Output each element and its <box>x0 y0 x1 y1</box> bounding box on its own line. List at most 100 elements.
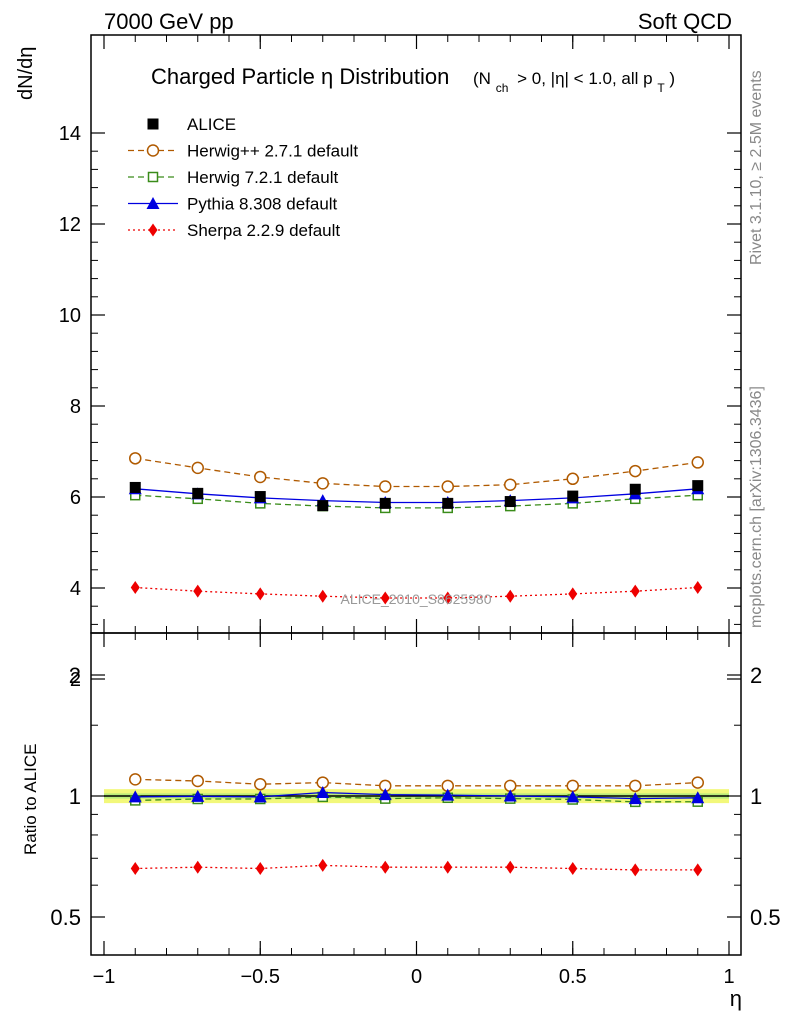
ratio-point-sherpa-2-2-9-default <box>130 862 140 876</box>
ratio-y-axis-label: Ratio to ALICE <box>21 743 40 855</box>
ratio-point-pythia-8-308-default <box>378 788 392 801</box>
point-alice <box>567 490 579 502</box>
point-herwig-2-7-1-default <box>691 456 704 469</box>
ratio-point-pythia-8-308-default <box>191 789 205 802</box>
header-right: Soft QCD <box>638 9 732 34</box>
point-alice <box>629 483 641 495</box>
legend-label-sherpa-2-2-9-default: Sherpa 2.2.9 default <box>187 221 340 240</box>
point-sherpa-2-2-9-default <box>380 591 390 605</box>
ratio-line-pythia-8-308-default <box>135 791 698 800</box>
title-sub-T: T <box>657 81 665 95</box>
y-tick-label: 6 <box>70 487 81 509</box>
mcplots-label: mcplots.cern.ch [arXiv:1306.3436] <box>748 386 765 628</box>
point-alice <box>692 480 704 492</box>
title-sub-ch: ch <box>496 81 509 95</box>
x-tick-label: −1 <box>93 966 116 988</box>
point-sherpa-2-2-9-default <box>630 584 640 598</box>
y-tick-label: 2 <box>70 669 81 691</box>
ratio-point-pythia-8-308-default <box>503 789 517 802</box>
ratio-point-sherpa-2-2-9-default <box>630 863 640 877</box>
y-tick-label: 4 <box>70 578 81 600</box>
series-line-sherpa-2-2-9-default <box>135 586 698 599</box>
x-axis-label: η <box>730 986 742 1011</box>
point-alice <box>504 496 516 508</box>
legend-label-herwig-7-2-1-default: Herwig 7.2.1 default <box>187 168 338 187</box>
y-tick-label: 14 <box>59 123 81 145</box>
ratio-point-sherpa-2-2-9-default <box>505 860 515 874</box>
point-alice <box>442 497 454 509</box>
point-herwig-2-7-1-default <box>504 478 517 491</box>
ratio-point-pythia-8-308-default <box>316 786 330 799</box>
ratio-point-sherpa-2-2-9-default <box>380 860 390 874</box>
point-alice <box>379 497 391 509</box>
point-alice <box>129 481 141 493</box>
point-alice <box>317 500 329 512</box>
title-sub-open: (N <box>473 69 491 88</box>
point-sherpa-2-2-9-default <box>318 589 328 603</box>
ratio-point-herwig-2-7-1-default <box>129 773 142 786</box>
legend-marker-herwig-2-7-1-default <box>146 144 160 157</box>
series-layer <box>128 452 705 605</box>
point-sherpa-2-2-9-default <box>130 581 140 595</box>
header-left: 7000 GeV pp <box>104 9 234 34</box>
point-sherpa-2-2-9-default <box>443 591 453 605</box>
ratio-series-layer <box>104 773 729 877</box>
ratio-tick-label-left: 0.5 <box>50 905 81 930</box>
ratio-point-herwig-2-7-1-default <box>629 779 642 793</box>
analysis-watermark: ALICE_2010_S8625980 <box>340 591 491 607</box>
point-alice <box>254 491 266 503</box>
y-tick-label: 12 <box>59 214 81 236</box>
ratio-point-herwig-2-7-1-default <box>566 779 579 793</box>
ratio-point-pythia-8-308-default <box>128 790 142 803</box>
point-herwig-2-7-1-default <box>254 470 267 484</box>
ratio-point-pythia-8-308-default <box>628 792 642 805</box>
ratio-tick-label-left: 2 <box>69 663 81 688</box>
legend-marker-alice <box>147 118 159 130</box>
ratio-tick-label-right: 1 <box>750 784 762 809</box>
point-sherpa-2-2-9-default <box>693 581 703 595</box>
ratio-tick-label-right: 2 <box>750 663 762 688</box>
legend-label-pythia-8-308-default: Pythia 8.308 default <box>187 195 338 214</box>
point-herwig-2-7-1-default <box>129 452 142 465</box>
ratio-point-sherpa-2-2-9-default <box>568 862 578 876</box>
point-herwig-2-7-1-default <box>629 464 642 478</box>
y-tick-label: 8 <box>70 396 81 418</box>
title-sub-mid: > 0, |η| < 1.0, all p <box>517 69 652 88</box>
ratio-point-pythia-8-308-default <box>253 790 267 803</box>
point-alice <box>192 487 204 499</box>
legend: ALICE Herwig++ 2.7.1 default Herwig 7.2.1 … <box>128 115 358 240</box>
y-axis-label: dN/dη <box>15 47 37 100</box>
ratio-point-sherpa-2-2-9-default <box>443 860 453 874</box>
point-herwig-2-7-1-default <box>566 472 579 486</box>
title-sub-close: ) <box>669 69 675 88</box>
legend-marker-pythia-8-308-default <box>146 197 160 209</box>
ratio-tick-label-right: 0.5 <box>750 905 781 930</box>
x-tick-label: 1 <box>723 966 734 988</box>
ratio-point-sherpa-2-2-9-default <box>693 863 703 877</box>
ratio-line-herwig-2-7-1-default <box>135 778 698 787</box>
legend-label-alice: ALICE <box>187 115 236 134</box>
y-tick-label: 10 <box>59 305 81 327</box>
point-sherpa-2-2-9-default <box>255 587 265 601</box>
ratio-point-pythia-8-308-default <box>441 788 455 801</box>
series-line-herwig-7-2-1-default <box>135 494 698 509</box>
point-sherpa-2-2-9-default <box>505 589 515 603</box>
point-sherpa-2-2-9-default <box>193 584 203 598</box>
ratio-point-herwig-2-7-1-default <box>691 776 704 789</box>
point-herwig-2-7-1-default <box>441 480 454 493</box>
ratio-line-herwig-7-2-1-default <box>135 796 698 803</box>
x-tick-label: 0 <box>411 966 422 988</box>
rivet-label: Rivet 3.1.10, ≥ 2.5M events <box>748 70 765 265</box>
point-herwig-2-7-1-default <box>191 461 204 475</box>
legend-marker-sherpa-2-2-9-default <box>148 223 158 237</box>
legend-marker-herwig-7-2-1-default <box>147 171 159 183</box>
x-tick-label: −0.5 <box>241 966 280 988</box>
x-tick-label: 0.5 <box>559 966 587 988</box>
series-line-pythia-8-308-default <box>135 488 698 504</box>
series-line-herwig-2-7-1-default <box>135 457 698 488</box>
ratio-line-sherpa-2-2-9-default <box>135 864 698 871</box>
ratio-point-herwig-2-7-1-default <box>191 774 204 788</box>
chart-title-sub: (N ch > 0, |η| < 1.0, all p T ) <box>473 69 675 96</box>
ratio-tick-label-left: 1 <box>69 784 81 809</box>
